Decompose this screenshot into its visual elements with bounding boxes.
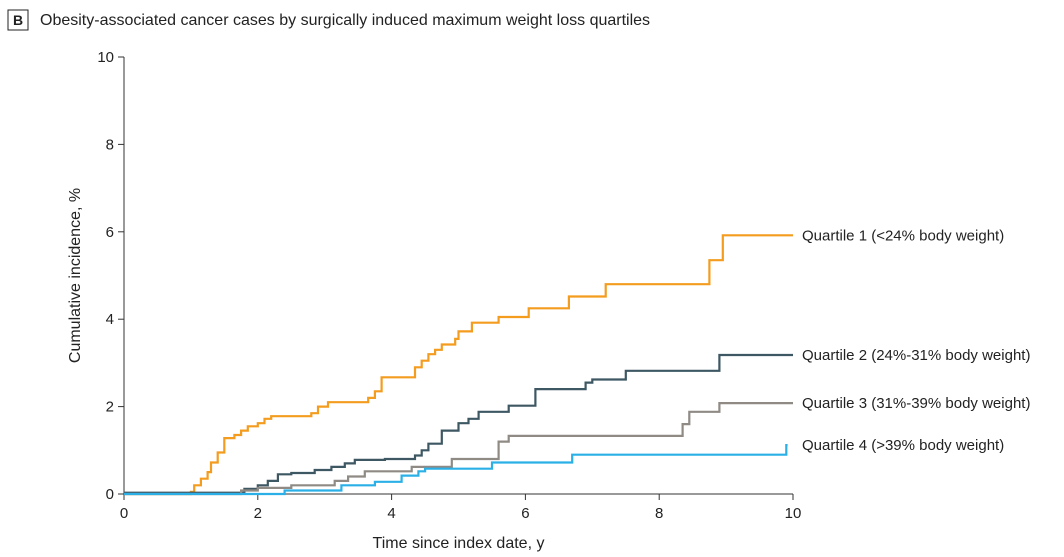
series-labels: Quartile 1 (<24% body weight) Quartile 2 … [802, 227, 1030, 454]
y-ticks: 0 2 4 6 8 10 [97, 49, 124, 503]
y-tick-label: 10 [97, 49, 114, 66]
x-tick-label: 8 [655, 505, 663, 522]
x-axis-title: Time since index date, y [373, 535, 545, 552]
y-tick-label: 0 [106, 486, 114, 503]
y-tick-label: 2 [106, 399, 114, 416]
x-tick-label: 4 [387, 505, 395, 522]
series-group [124, 234, 793, 496]
series-line-quartile-4 [124, 444, 788, 496]
y-tick-label: 6 [106, 224, 114, 241]
x-tick-label: 0 [120, 505, 128, 522]
panel-letter: B [13, 12, 23, 28]
x-ticks: 0 2 4 6 8 10 [120, 494, 802, 522]
chart-title: Obesity-associated cancer cases by surgi… [40, 12, 650, 29]
panel-letter-box [7, 9, 29, 31]
y-axis-title: Cumulative incidence, % [67, 188, 84, 363]
series-line-quartile-2 [124, 353, 793, 494]
series-label-quartile-3: Quartile 3 (31%-39% body weight) [802, 395, 1030, 412]
series-label-quartile-4: Quartile 4 (>39% body weight) [802, 437, 1004, 454]
x-tick-label: 10 [785, 505, 802, 522]
series-line-quartile-3 [124, 402, 793, 496]
series-line-quartile-1 [124, 234, 793, 496]
x-tick-label: 2 [254, 505, 262, 522]
y-tick-label: 8 [106, 136, 114, 153]
y-tick-label: 4 [106, 311, 114, 328]
series-label-quartile-1: Quartile 1 (<24% body weight) [802, 227, 1004, 244]
series-label-quartile-2: Quartile 2 (24%-31% body weight) [802, 347, 1030, 364]
axes: 0 2 4 6 8 10 0 2 4 6 8 10 Time since index date, y… [67, 49, 801, 552]
x-tick-label: 6 [521, 505, 529, 522]
chart-header: B Obesity-associated cancer cases by sur… [7, 9, 650, 31]
